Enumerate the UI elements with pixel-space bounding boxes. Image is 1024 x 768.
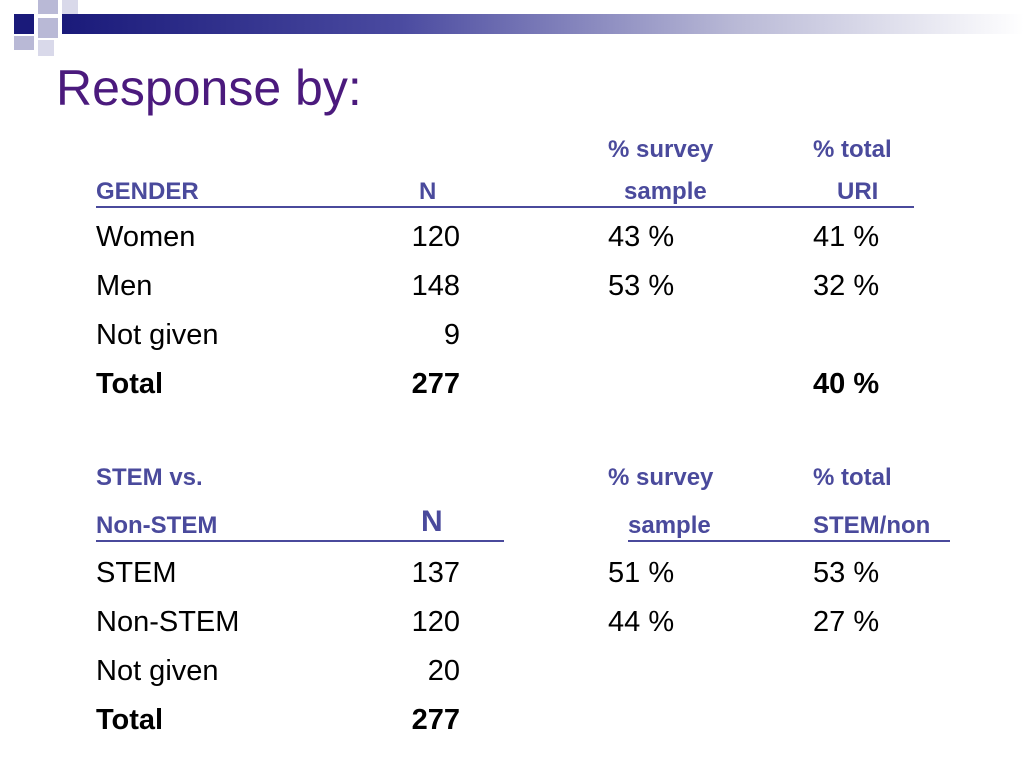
row-label: Men	[96, 270, 153, 302]
row-total-pct: 40 %	[813, 368, 880, 400]
row-survey-pct: 44 %	[608, 606, 675, 638]
row-label: Total	[96, 704, 164, 736]
corner-square	[38, 40, 54, 56]
row-total-pct: 53 %	[813, 557, 880, 589]
stem-header-underline	[96, 540, 504, 542]
gender-header-total-line1: % total	[813, 136, 892, 163]
row-label: Not given	[96, 319, 219, 351]
stem-header-total-line1: % total	[813, 464, 892, 491]
corner-square	[38, 18, 58, 38]
row-n: 137	[411, 557, 460, 589]
stem-header-survey-line2: sample	[628, 512, 711, 539]
row-total-pct: 27 %	[813, 606, 880, 638]
corner-square	[62, 0, 78, 14]
row-survey-pct: 51 %	[608, 557, 675, 589]
row-total-pct: 32 %	[813, 270, 880, 302]
stem-header-underline	[628, 540, 950, 542]
row-survey-pct: 53 %	[608, 270, 675, 302]
gender-header-survey-line1: % survey	[608, 136, 714, 163]
row-label: Women	[96, 221, 196, 253]
gender-header-total-line2: URI	[837, 178, 879, 205]
row-n: 120	[411, 221, 460, 253]
gender-header-n: N	[419, 178, 437, 205]
gender-header-survey-line2: sample	[624, 178, 707, 205]
row-survey-pct: 43 %	[608, 221, 675, 253]
row-n: 120	[411, 606, 460, 638]
corner-square	[14, 14, 34, 34]
row-label: Total	[96, 368, 164, 400]
gender-header-underline	[96, 206, 914, 208]
row-label: Non-STEM	[96, 606, 240, 638]
row-n: 20	[427, 655, 460, 687]
corner-square	[38, 0, 58, 14]
row-n: 148	[411, 270, 460, 302]
row-total-pct: 41 %	[813, 221, 880, 253]
stem-header-n: N	[421, 505, 443, 538]
stem-header-survey-line1: % survey	[608, 464, 714, 491]
row-label: STEM	[96, 557, 177, 589]
row-n: 9	[443, 319, 460, 351]
row-n: 277	[411, 368, 460, 400]
stem-header-total-line2: STEM/non	[813, 512, 931, 539]
stem-header-category-line2: Non-STEM	[96, 512, 218, 539]
gender-header-category: GENDER	[96, 178, 199, 205]
header-gradient-bar	[62, 14, 1024, 34]
row-label: Not given	[96, 655, 219, 687]
corner-square	[14, 36, 34, 50]
row-n: 277	[411, 704, 460, 736]
slide-title: Response by:	[56, 60, 362, 116]
stem-header-category-line1: STEM vs.	[96, 464, 203, 491]
